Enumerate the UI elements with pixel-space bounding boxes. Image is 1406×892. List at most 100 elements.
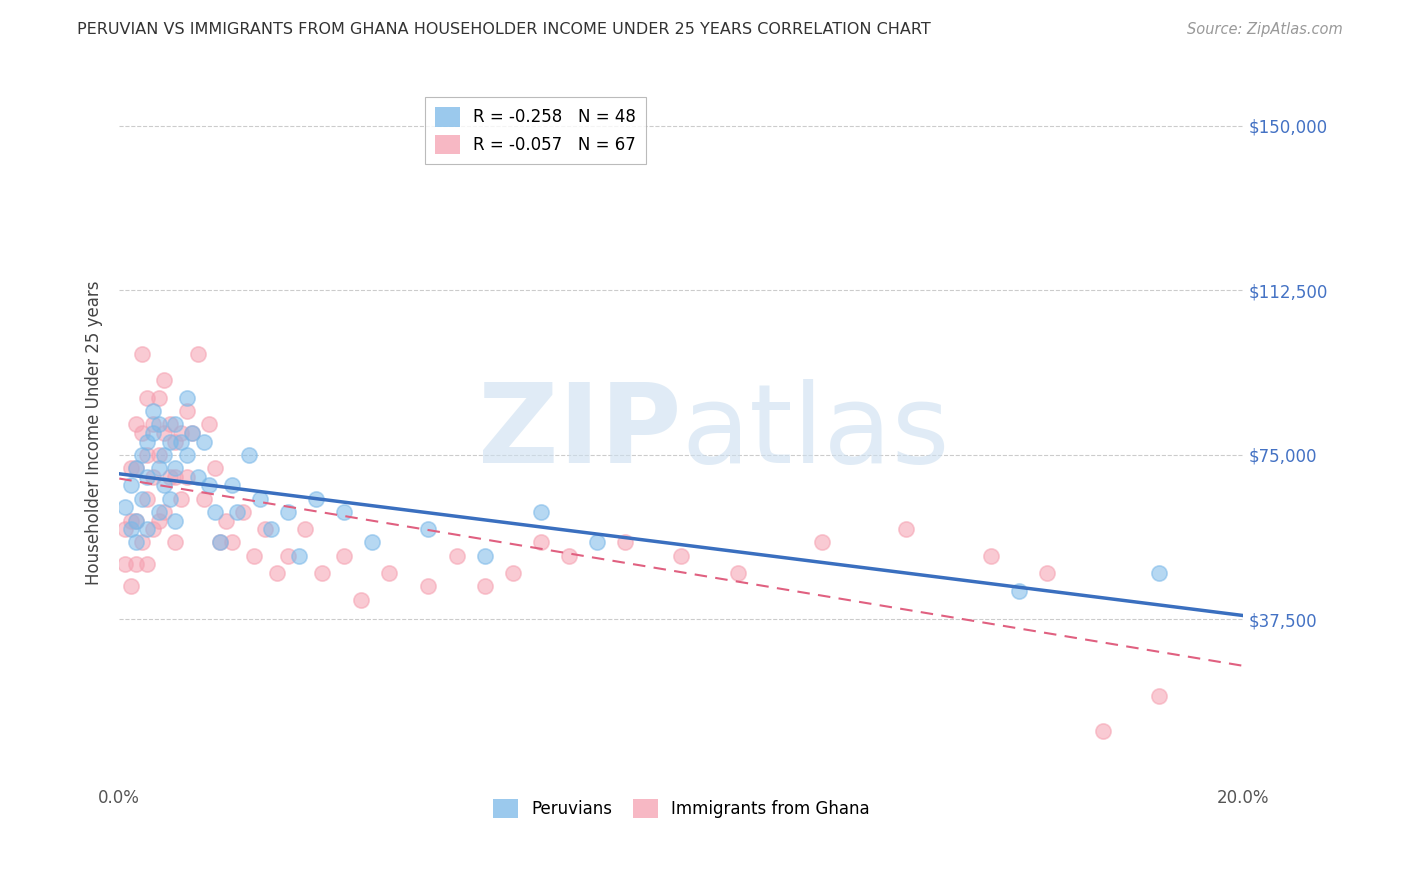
Point [136, 469, 159, 483]
Point [260, 522, 283, 536]
Point [187, 469, 209, 483]
Point [125, 514, 148, 528]
Text: ZIP: ZIP [478, 379, 682, 486]
Point [209, 535, 232, 549]
Point [204, 505, 226, 519]
Point [159, 417, 181, 431]
Point [204, 461, 226, 475]
Point [1035, 566, 1057, 581]
Point [502, 566, 524, 581]
Point [159, 491, 181, 506]
Point [243, 549, 266, 563]
Point [811, 535, 834, 549]
Point [125, 558, 148, 572]
Point [288, 549, 311, 563]
Point [221, 478, 243, 492]
Point [333, 505, 356, 519]
Point [305, 491, 328, 506]
Point [294, 522, 316, 536]
Y-axis label: Householder Income Under 25 years: Householder Income Under 25 years [86, 281, 103, 585]
Point [277, 549, 299, 563]
Point [159, 434, 181, 449]
Point [254, 522, 277, 536]
Point [446, 549, 468, 563]
Point [181, 425, 204, 440]
Point [165, 461, 187, 475]
Point [142, 425, 165, 440]
Point [159, 469, 181, 483]
Point [170, 491, 193, 506]
Point [153, 425, 176, 440]
Point [120, 579, 142, 593]
Point [232, 505, 254, 519]
Point [226, 505, 249, 519]
Point [142, 417, 165, 431]
Point [148, 417, 170, 431]
Point [209, 535, 232, 549]
Point [1147, 566, 1170, 581]
Point [120, 461, 142, 475]
Point [165, 434, 187, 449]
Point [181, 425, 204, 440]
Point [193, 434, 215, 449]
Point [530, 535, 553, 549]
Point [131, 425, 153, 440]
Point [558, 549, 581, 563]
Point [277, 505, 299, 519]
Point [474, 549, 496, 563]
Point [114, 558, 136, 572]
Point [198, 417, 221, 431]
Point [165, 514, 187, 528]
Point [671, 549, 693, 563]
Point [125, 417, 148, 431]
Point [418, 522, 440, 536]
Point [165, 469, 187, 483]
Point [176, 391, 198, 405]
Point [378, 566, 401, 581]
Point [142, 404, 165, 418]
Point [170, 434, 193, 449]
Point [165, 535, 187, 549]
Point [148, 448, 170, 462]
Point [530, 505, 553, 519]
Point [153, 505, 176, 519]
Point [153, 373, 176, 387]
Point [418, 579, 440, 593]
Point [148, 461, 170, 475]
Point [333, 549, 356, 563]
Point [136, 558, 159, 572]
Point [896, 522, 918, 536]
Point [131, 491, 153, 506]
Point [176, 469, 198, 483]
Point [361, 535, 384, 549]
Point [114, 522, 136, 536]
Point [136, 448, 159, 462]
Point [176, 404, 198, 418]
Point [198, 478, 221, 492]
Point [148, 514, 170, 528]
Point [474, 579, 496, 593]
Point [1147, 689, 1170, 703]
Legend: Peruvians, Immigrants from Ghana: Peruvians, Immigrants from Ghana [486, 792, 876, 824]
Point [153, 478, 176, 492]
Point [153, 448, 176, 462]
Point [1008, 583, 1031, 598]
Point [187, 347, 209, 361]
Point [148, 391, 170, 405]
Point [980, 549, 1002, 563]
Point [586, 535, 609, 549]
Point [125, 535, 148, 549]
Point [148, 505, 170, 519]
Point [131, 448, 153, 462]
Point [238, 448, 260, 462]
Point [165, 417, 187, 431]
Point [136, 391, 159, 405]
Point [131, 347, 153, 361]
Point [131, 535, 153, 549]
Point [136, 522, 159, 536]
Point [193, 491, 215, 506]
Text: Source: ZipAtlas.com: Source: ZipAtlas.com [1187, 22, 1343, 37]
Point [350, 592, 373, 607]
Point [114, 500, 136, 515]
Point [215, 514, 238, 528]
